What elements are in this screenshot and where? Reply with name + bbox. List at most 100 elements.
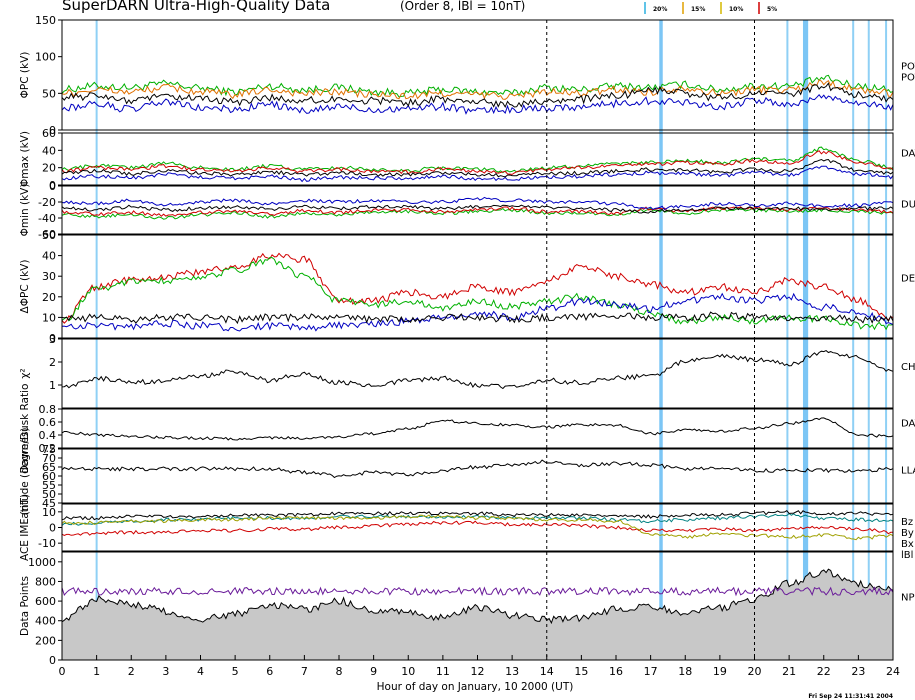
series-line-3-1 <box>61 256 894 331</box>
y-tick-label: 1000 <box>28 556 56 569</box>
y-tick-label: 70 <box>42 452 56 465</box>
side-label: DAY <box>901 148 915 159</box>
y-axis-label: Data Points <box>19 576 31 636</box>
series-line-6-0 <box>61 459 894 479</box>
y-tick-label: 0.6 <box>39 416 57 429</box>
legend-label-0: 20% <box>653 6 667 13</box>
x-tick-label: 14 <box>540 665 554 678</box>
y-tick-label: 150 <box>35 14 56 27</box>
side-label: POT <box>901 73 915 84</box>
y-tick-label: 200 <box>35 634 56 647</box>
chart-title: SuperDARN Ultra-High-Quality Data <box>62 0 330 14</box>
y-tick-label: 60 <box>42 127 56 140</box>
y-tick-label: 0 <box>49 179 56 192</box>
panel-frame-1 <box>61 132 894 186</box>
y-tick-label: 50 <box>42 229 56 242</box>
side-label: DUS <box>901 200 915 211</box>
series-line-4-0 <box>61 350 894 390</box>
side-label: POT <box>901 62 915 73</box>
series-line-7-3 <box>61 510 894 521</box>
legend-label-2: 10% <box>729 6 743 13</box>
x-tick-label: 19 <box>713 665 727 678</box>
series-line-3-0 <box>61 252 894 324</box>
y-tick-label: 0 <box>49 332 56 345</box>
x-tick-label: 17 <box>644 665 658 678</box>
x-axis-label: Hour of day on January, 10 2000 (UT) <box>377 681 574 693</box>
y-tick-label: 1 <box>49 379 56 392</box>
legend-label-3: 5% <box>767 6 777 13</box>
y-tick-label: 0.4 <box>39 429 57 442</box>
side-label: NPN <box>901 593 915 604</box>
panel-frame-0 <box>61 19 894 131</box>
x-tick-label: 11 <box>436 665 450 678</box>
side-label: Bx <box>901 539 914 550</box>
x-tick-label: 10 <box>401 665 415 678</box>
y-tick-label: 30 <box>42 270 56 283</box>
y-axis-label: χ² <box>19 368 31 378</box>
y-tick-label: -20 <box>38 196 56 209</box>
y-tick-label: -10 <box>38 537 56 550</box>
x-tick-label: 16 <box>609 665 623 678</box>
highlight-band-1 <box>802 20 809 660</box>
y-axis-label: ΔΦPC (kV) <box>19 260 31 314</box>
side-label: By <box>901 528 914 539</box>
x-tick-label: 20 <box>748 665 762 678</box>
y-tick-label: 0 <box>49 124 56 137</box>
x-tick-label: 15 <box>574 665 588 678</box>
highlight-bands <box>95 20 888 660</box>
y-tick-label: 65 <box>42 461 56 474</box>
x-tick-label: 24 <box>886 665 900 678</box>
y-tick-label: 400 <box>35 615 56 628</box>
side-label: LLA <box>901 465 915 476</box>
y-axis-label: Latitude (degrees) <box>19 427 31 524</box>
x-tick-label: 23 <box>851 665 865 678</box>
y-axis-label: ΦPC (kV) <box>19 52 31 99</box>
x-axis: 0 1 2 3 4 5 6 7 8 9 10 11 12 13 14 15 16 17 18 19 20 21 22 23 24 <box>59 655 900 678</box>
series-line-1-2 <box>61 165 894 183</box>
y-axis-label: ACE IMF (nT) <box>19 494 31 561</box>
x-tick-label: 0 <box>59 665 66 678</box>
y-tick-label: 60 <box>42 470 56 483</box>
side-label: Bz <box>901 517 913 528</box>
legend-label-1: 15% <box>691 6 705 13</box>
y-tick-label: 40 <box>42 250 56 263</box>
x-tick-label: 18 <box>678 665 692 678</box>
series-line-0-1 <box>61 79 894 100</box>
panel-frame-2 <box>61 185 894 235</box>
x-tick-label: 4 <box>197 665 204 678</box>
x-tick-label: 6 <box>266 665 273 678</box>
panel-2: -60 -40 -20 0 Φmin (kV) DUS <box>19 180 915 241</box>
x-tick-label: 9 <box>370 665 377 678</box>
panel-frame-7 <box>61 503 894 552</box>
y-tick-label: 40 <box>42 144 56 157</box>
panel-frame-6 <box>61 448 894 504</box>
legend: 20% 15% 10% 5% <box>644 2 777 14</box>
panel-8: 0 200 400 600 800 1000 Data Points NPN <box>19 551 915 667</box>
y-tick-label: 50 <box>42 87 56 100</box>
timestamp: Fri Sep 24 11:31:41 2004 <box>808 693 893 700</box>
x-tick-label: 12 <box>471 665 485 678</box>
panel-frame-3 <box>61 234 894 339</box>
panel-frame-4 <box>61 338 894 409</box>
y-tick-label: 0.8 <box>39 403 57 416</box>
series-fill-8-0 <box>62 569 893 660</box>
y-tick-label: 0 <box>49 180 56 193</box>
y-tick-label: 800 <box>35 575 56 588</box>
chart-subtitle: (Order 8, lBl = 10nT) <box>400 0 525 13</box>
panel-3: 0 10 20 30 40 50 ΔΦPC (kV) DEL <box>19 229 915 345</box>
x-tick-label: 8 <box>336 665 343 678</box>
y-tick-label: 0 <box>49 522 56 535</box>
y-tick-label: 55 <box>42 479 56 492</box>
y-tick-label: 2 <box>49 356 56 369</box>
series-line-2-1 <box>61 206 894 217</box>
y-tick-label: 0.2 <box>39 442 57 455</box>
series-line-1-1 <box>61 150 894 175</box>
x-tick-label: 3 <box>162 665 169 678</box>
y-tick-label: 10 <box>42 311 56 324</box>
highlight-band-0 <box>659 20 663 660</box>
y-tick-label: -40 <box>38 212 56 225</box>
